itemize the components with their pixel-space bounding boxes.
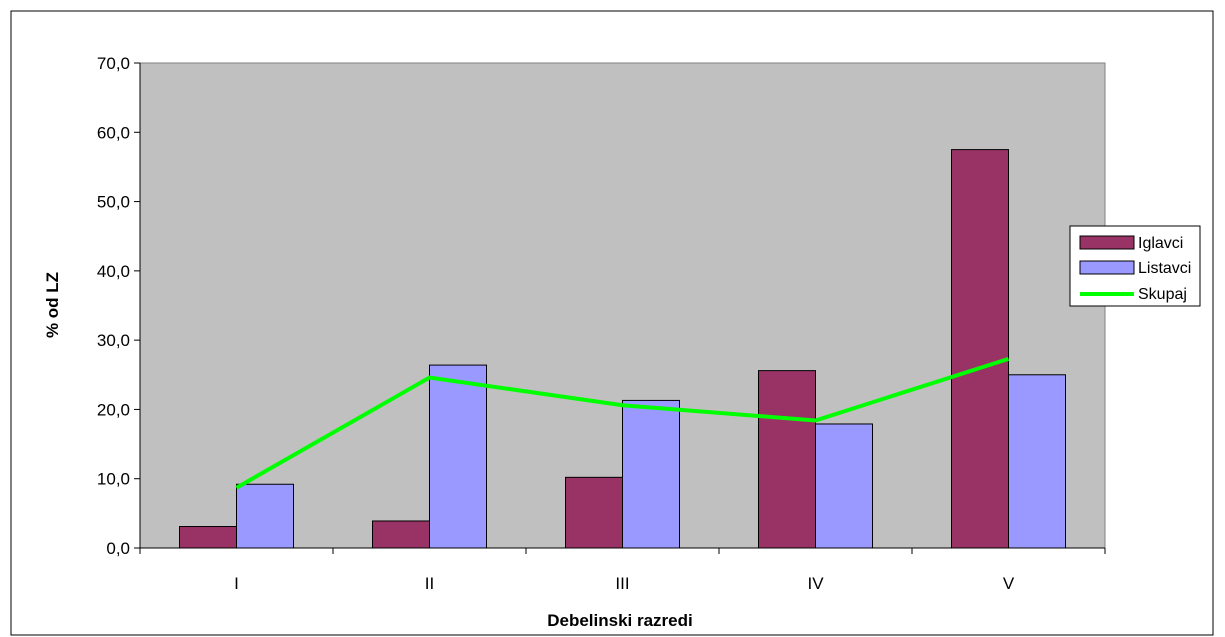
y-tick-label: 70,0 bbox=[97, 54, 130, 73]
y-axis-title: % od LZ bbox=[43, 272, 62, 338]
y-tick-label: 50,0 bbox=[97, 193, 130, 212]
bar-listavci-v bbox=[1008, 374, 1066, 549]
legend-label-iglavci: Iglavci bbox=[1138, 235, 1183, 252]
bar-iglavci-iv bbox=[758, 370, 816, 549]
y-tick-label: 0,0 bbox=[106, 539, 130, 558]
bar-iglavci-v bbox=[951, 149, 1009, 549]
bar-listavci-i bbox=[236, 483, 294, 549]
x-axis-title: Debelinski razredi bbox=[547, 611, 693, 630]
legend: Iglavci Listavci Skupaj bbox=[1069, 225, 1201, 307]
y-tick-label: 40,0 bbox=[97, 262, 130, 281]
legend-label-skupaj: Skupaj bbox=[1138, 286, 1187, 303]
x-tick-label: III bbox=[615, 574, 629, 593]
legend-label-listavci: Listavci bbox=[1138, 260, 1191, 277]
bar-listavci-ii bbox=[429, 364, 487, 549]
x-tick-label: II bbox=[425, 574, 434, 593]
bar-iglavci-iii bbox=[565, 476, 623, 549]
y-tick-label: 10,0 bbox=[97, 470, 130, 489]
legend-swatch-listavci bbox=[1079, 260, 1135, 275]
legend-swatch-iglavci bbox=[1079, 235, 1135, 250]
bar-iglavci-i bbox=[179, 526, 237, 549]
bar-iglavci-ii bbox=[372, 520, 430, 549]
x-tick-label: V bbox=[1003, 574, 1015, 593]
x-tick-label: IV bbox=[807, 574, 824, 593]
x-tick-label: I bbox=[234, 574, 239, 593]
line-skupaj bbox=[235, 356, 1010, 490]
y-tick-label: 60,0 bbox=[97, 123, 130, 142]
y-tick-label: 30,0 bbox=[97, 331, 130, 350]
y-tick-label: 20,0 bbox=[97, 400, 130, 419]
bar-listavci-iii bbox=[622, 399, 680, 549]
bar-listavci-iv bbox=[815, 423, 873, 549]
